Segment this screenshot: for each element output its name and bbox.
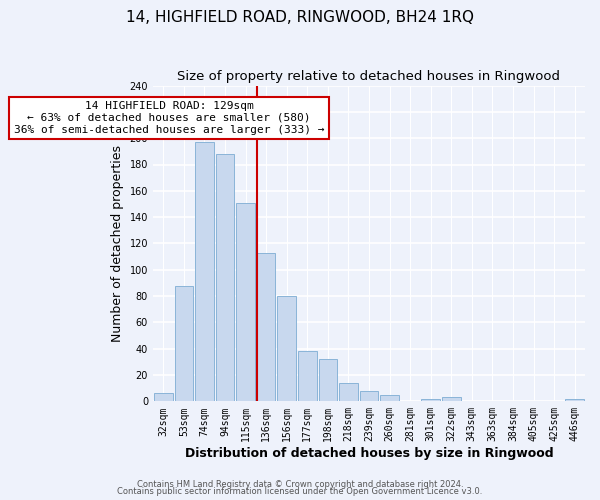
Text: Contains public sector information licensed under the Open Government Licence v3: Contains public sector information licen… [118, 488, 482, 496]
Bar [360, 391, 378, 402]
X-axis label: Distribution of detached houses by size in Ringwood: Distribution of detached houses by size … [185, 447, 553, 460]
Bar [175, 286, 193, 402]
Text: 14, HIGHFIELD ROAD, RINGWOOD, BH24 1RQ: 14, HIGHFIELD ROAD, RINGWOOD, BH24 1RQ [126, 10, 474, 25]
Bar [298, 352, 317, 402]
Bar [380, 395, 399, 402]
Text: Contains HM Land Registry data © Crown copyright and database right 2024.: Contains HM Land Registry data © Crown c… [137, 480, 463, 489]
Bar [257, 252, 275, 402]
Text: 14 HIGHFIELD ROAD: 129sqm
← 63% of detached houses are smaller (580)
36% of semi: 14 HIGHFIELD ROAD: 129sqm ← 63% of detac… [14, 102, 324, 134]
Bar [195, 142, 214, 402]
Bar [277, 296, 296, 402]
Bar [442, 398, 461, 402]
Bar [216, 154, 234, 402]
Title: Size of property relative to detached houses in Ringwood: Size of property relative to detached ho… [178, 70, 560, 83]
Bar [236, 202, 255, 402]
Bar [421, 398, 440, 402]
Bar [154, 394, 173, 402]
Bar [339, 383, 358, 402]
Bar [565, 398, 584, 402]
Y-axis label: Number of detached properties: Number of detached properties [111, 145, 124, 342]
Bar [319, 359, 337, 402]
